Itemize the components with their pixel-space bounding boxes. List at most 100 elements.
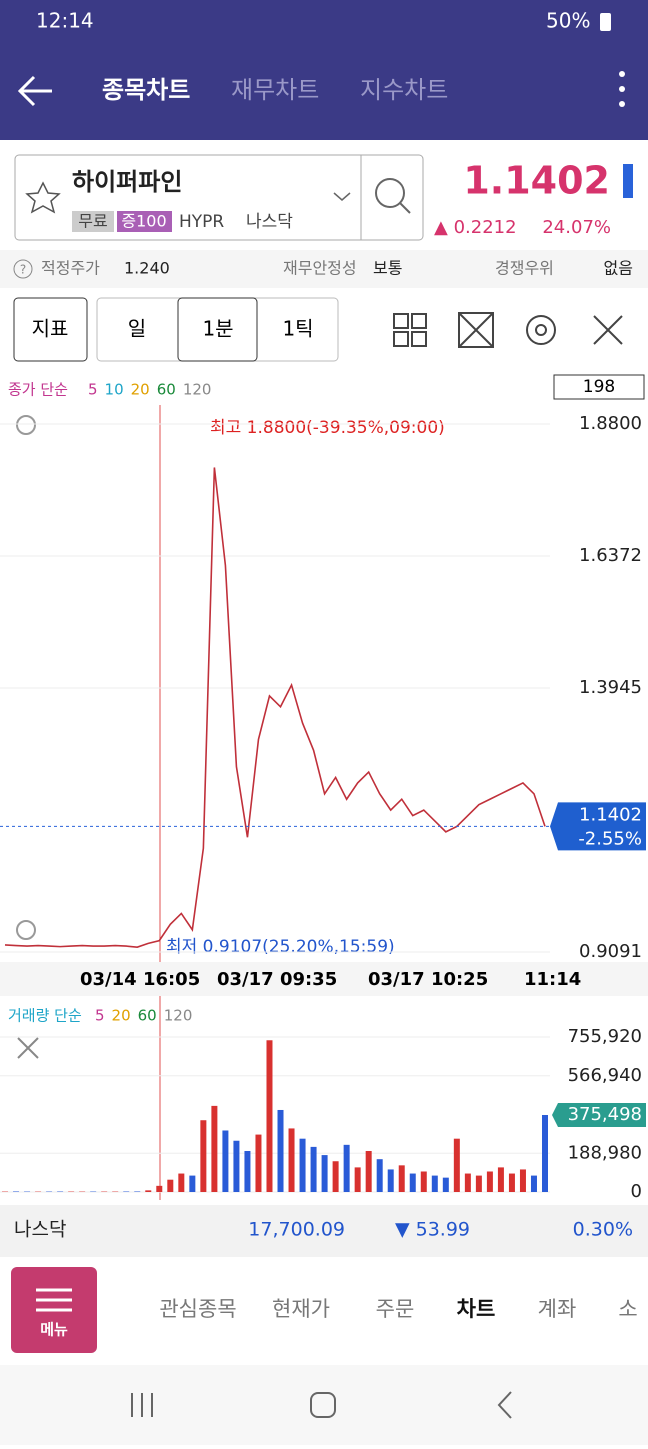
volume-bar [520,1169,526,1192]
nav-items: 관심종목 현재가 주문 차트 계좌 소 [159,1297,637,1321]
market: 나스닥 [246,212,293,232]
volume-bar [255,1135,261,1192]
period[interactable]: 1틱 [282,317,313,341]
volume-bar [222,1130,228,1192]
volume-bar [189,1176,195,1192]
nav-item[interactable]: 관심종목 [159,1297,236,1321]
ma-legend: 60 [157,381,176,399]
volume-bar [333,1161,339,1192]
volume-bar [410,1174,416,1192]
zoom-out[interactable] [17,921,35,939]
volume-bar [432,1176,438,1192]
current-price: 1.1402 [579,804,642,825]
ma-legend: 20 [112,1007,131,1025]
volume-bar [278,1110,284,1192]
button-label: 지표 [32,317,69,341]
nav-item[interactable]: 계좌 [538,1297,577,1321]
system-nav [0,1365,648,1445]
volume-bar [465,1174,471,1192]
nav-item[interactable]: 주문 [376,1297,415,1321]
battery: 50% [546,9,590,33]
index-change: ▼ 53.99 [395,1219,470,1241]
volume-bar [355,1167,361,1192]
ma-legend: 120 [164,1007,193,1025]
current-change: -2.55% [578,828,642,849]
low-note: 최저 0.9107(25.20%,15:59) [166,937,395,957]
period[interactable]: 1분 [202,317,233,341]
change-rate: 24.07% [542,217,611,238]
label: 경쟁우위 [495,259,554,278]
volume-bar [421,1171,427,1192]
volume-bar [399,1165,405,1192]
volume-bar [454,1139,460,1192]
menu-label: 메뉴 [40,1321,68,1339]
volume-legend-title: 거래량 단순 [8,1007,82,1025]
current-volume: 375,498 [568,1104,642,1125]
volume-bar [531,1176,537,1192]
price-line [5,468,545,948]
count: 198 [583,377,615,397]
toolbar-icons[interactable] [394,313,622,347]
price: 1.1402 [463,159,610,203]
y-tick-label: 0 [631,1181,642,1202]
volume-bar [542,1115,548,1192]
tab-active[interactable]: 종목차트 [102,76,190,104]
change: ▲ 0.2212 [434,217,517,238]
nav-item[interactable]: 현재가 [272,1297,330,1321]
volume-bar [388,1169,394,1192]
time-label: 03/17 10:25 [368,969,488,990]
index-rate: 0.30% [573,1219,633,1241]
battery-icon [600,13,611,31]
help-icon: ? [20,263,26,277]
nav-item[interactable]: 차트 [457,1297,496,1321]
period[interactable]: 일 [128,317,146,341]
volume-bar [344,1145,350,1192]
volume-bar [244,1151,250,1192]
volume-bar [211,1106,217,1192]
tag: 증100 [121,212,166,231]
zoom-in[interactable] [17,416,35,434]
ma-legend: 5 [88,381,98,399]
volume-bar [233,1141,239,1192]
value: 1.240 [124,259,170,278]
candle-icon [623,164,633,198]
close-volume[interactable] [18,1038,38,1058]
volume-bar [377,1159,383,1192]
volume-bar [487,1171,493,1192]
y-tick-label: 1.6372 [579,545,642,566]
value: 없음 [604,259,633,278]
volume-bar [178,1174,184,1192]
time-label: 03/17 09:35 [217,969,337,990]
time-label: 11:14 [524,969,581,990]
label: 재무안정성 [283,259,357,278]
ma-legend: 5 [95,1007,105,1025]
y-tick-label: 755,920 [568,1026,642,1047]
tag: 무료 [78,212,107,231]
time-label: 03/14 16:05 [80,969,200,990]
ma-legend: 10 [105,381,124,399]
volume-bar [156,1186,162,1192]
volume-bar [443,1178,449,1192]
index-value: 17,700.09 [248,1219,345,1241]
ticker: HYPR [179,212,224,232]
volume-bar [145,1190,151,1192]
volume-bar [289,1128,295,1192]
value: 보통 [373,259,402,278]
tab[interactable]: 지수차트 [360,76,448,104]
y-tick-label: 1.8800 [579,413,642,434]
ma-legend-title: 종가 단순 [8,381,68,399]
volume-bar [200,1120,206,1192]
volume-bar [498,1167,504,1192]
volume-bar [366,1151,372,1192]
ma-legend: 120 [183,381,212,399]
volume-bar [311,1147,317,1192]
ma-legend: 20 [131,381,150,399]
nav-item[interactable]: 소 [618,1297,637,1321]
y-tick-label: 0.9091 [579,941,642,962]
tab[interactable]: 재무차트 [231,76,319,104]
volume-bar [167,1180,173,1192]
ma-legend: 60 [138,1007,157,1025]
y-tick-label: 1.3945 [579,677,642,698]
volume-bar [134,1191,140,1192]
